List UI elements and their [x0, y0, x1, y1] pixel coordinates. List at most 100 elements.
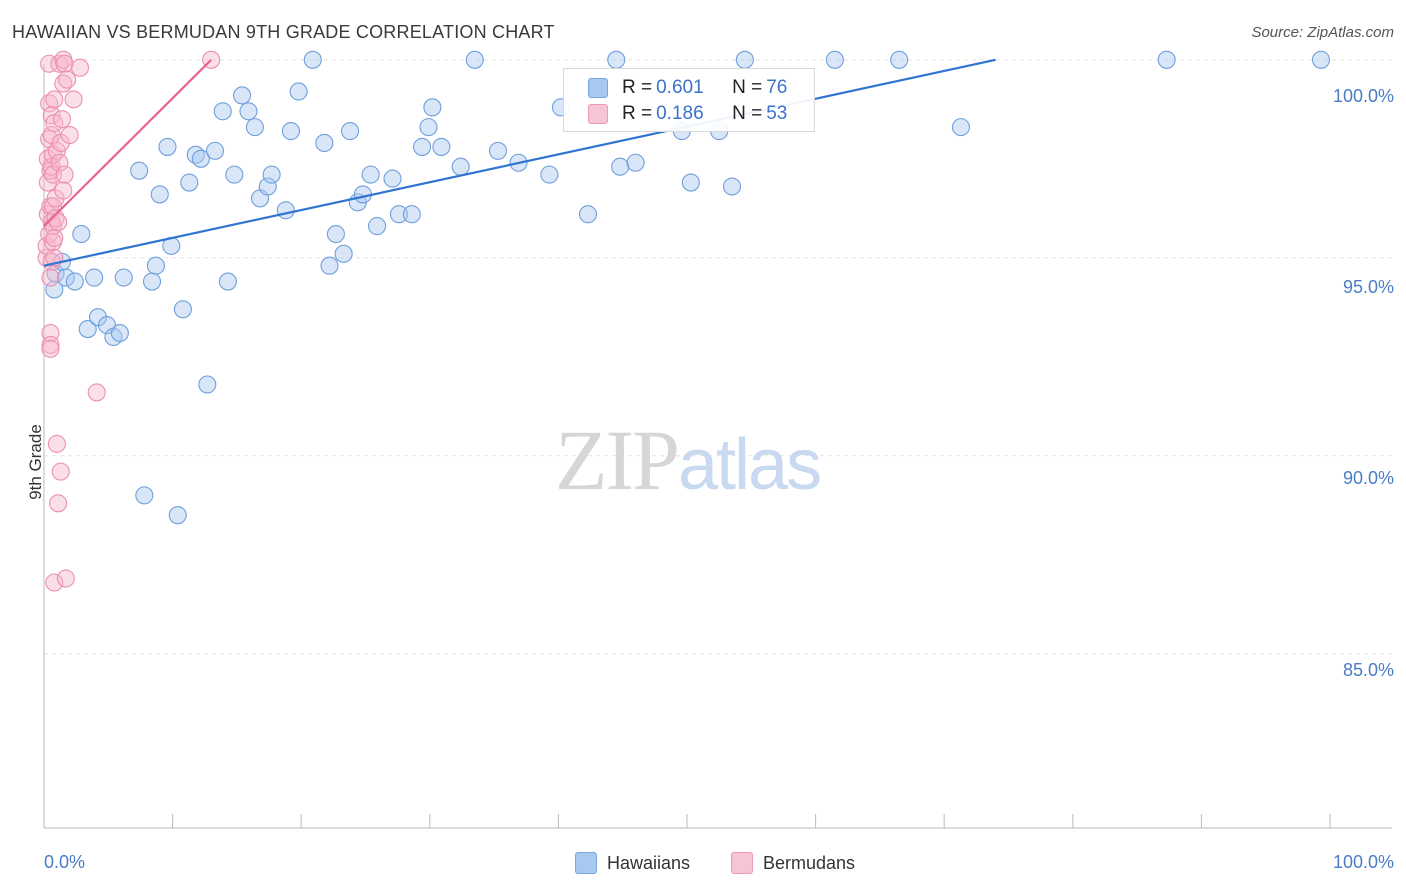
hawaiians-point — [173, 300, 192, 319]
hawaiians-point — [45, 280, 64, 299]
hawaiians-point — [413, 137, 432, 156]
hawaiians-point — [135, 486, 154, 505]
hawaiians-point — [320, 256, 339, 275]
source-label: Source: ZipAtlas.com — [1251, 24, 1394, 41]
bermudans-point — [45, 573, 64, 592]
bermudans-point — [51, 462, 70, 481]
hawaiians-point — [65, 272, 84, 291]
hawaiians-point — [1157, 50, 1176, 69]
chart-title: HAWAIIAN VS BERMUDAN 9TH GRADE CORRELATI… — [12, 22, 555, 42]
x-tick-label: 0.0% — [44, 852, 86, 872]
r-value: 0.186 — [656, 103, 704, 124]
y-tick-label: 90.0% — [1342, 468, 1394, 488]
bermudans-point — [87, 383, 106, 402]
hawaiians-trend-line — [43, 58, 996, 267]
hawaiians-point — [56, 268, 75, 287]
hawaiians-point — [389, 205, 408, 224]
bermudans-point — [52, 110, 72, 129]
hawaiians-point — [423, 98, 442, 117]
legend-row-hawaiians: R = 0.601 N = 76 — [588, 76, 787, 100]
bermudans-point — [70, 58, 90, 77]
trend-lines — [43, 58, 996, 267]
n-label: N = — [732, 103, 763, 124]
hawaiians-point — [114, 268, 133, 287]
bermudans-point — [41, 268, 60, 287]
bermudans-point — [49, 494, 68, 513]
hawaiians-point — [626, 153, 645, 172]
gridlines — [44, 59, 1392, 655]
hawaiians-point — [465, 50, 484, 69]
data-points — [37, 50, 1331, 592]
hawaiians-point — [225, 165, 244, 184]
hawaiians-point — [262, 165, 281, 184]
hawaiians-point — [72, 224, 91, 244]
hawaiians-point — [951, 118, 970, 137]
bermudans-point — [41, 335, 60, 354]
hawaiians-point — [110, 323, 129, 343]
hawaiians-point — [315, 133, 334, 153]
hawaiians-point — [1311, 50, 1331, 69]
legend-row-bermudans: R = 0.186 N = 53 — [588, 102, 787, 126]
bermudans-point — [41, 339, 60, 358]
hawaiians-point — [85, 268, 104, 287]
r-label: R = — [622, 103, 653, 124]
hawaiians-point — [402, 205, 421, 224]
n-value: 76 — [766, 77, 788, 98]
axes — [43, 64, 1392, 829]
hawaiians-point — [78, 320, 97, 339]
hawaiians-swatch — [588, 78, 608, 98]
legend-item-hawaiians[interactable]: Hawaiians — [575, 852, 690, 874]
hawaiians-point — [289, 82, 308, 101]
bermudans-point — [50, 153, 69, 172]
hawaiians-point — [258, 177, 277, 196]
hawaiians-point — [276, 201, 295, 220]
legend-label: Hawaiians — [607, 852, 691, 873]
bermudans-legend-swatch — [731, 852, 753, 874]
hawaiians-point — [191, 149, 210, 168]
bermudans-swatch — [588, 104, 608, 124]
bermudans-point — [47, 434, 66, 453]
r-value: 0.601 — [656, 77, 704, 98]
bermudans-point — [64, 90, 83, 109]
hawaiians-point — [245, 118, 264, 137]
bermudans-trend-line — [43, 59, 212, 227]
stats-legend: R = 0.601 N = 76 R = 0.186 N = 53 — [563, 68, 815, 132]
x-axis-ticks — [43, 814, 1331, 828]
hawaiians-point — [130, 161, 149, 180]
hawaiians-legend-swatch — [575, 852, 597, 874]
hawaiians-point — [142, 272, 162, 291]
watermark: ZIPatlas — [555, 412, 822, 508]
hawaiians-point — [341, 122, 360, 141]
hawaiians-point — [150, 185, 169, 204]
hawaiians-point — [488, 141, 508, 160]
hawaiians-point — [213, 102, 232, 121]
bermudans-point — [55, 54, 74, 73]
bermudans-point — [45, 228, 64, 248]
hawaiians-point — [611, 157, 630, 176]
hawaiians-point — [735, 50, 754, 69]
bermudans-point — [45, 90, 64, 109]
legend-item-bermudans[interactable]: Bermudans — [731, 852, 855, 874]
hawaiians-point — [383, 169, 402, 188]
hawaiians-point — [432, 137, 451, 156]
hawaiians-point — [232, 86, 252, 105]
y-tick-label: 85.0% — [1342, 660, 1394, 680]
hawaiians-point — [158, 137, 177, 156]
r-label: R = — [622, 77, 653, 98]
hawaiians-point — [451, 157, 470, 176]
hawaiians-point — [890, 50, 909, 69]
y-axis-label: 9th Grade — [25, 424, 45, 500]
bermudans-point — [40, 54, 59, 73]
hawaiians-point — [540, 165, 559, 184]
hawaiians-point — [146, 256, 165, 275]
hawaiians-point — [361, 165, 380, 184]
hawaiians-point — [419, 118, 438, 137]
n-label: N = — [732, 77, 763, 98]
bermudans-point — [54, 181, 73, 200]
hawaiians-point — [334, 244, 353, 263]
hawaiians-point — [239, 102, 258, 121]
hawaiians-point — [205, 141, 225, 160]
bermudans-point — [55, 165, 74, 184]
hawaiians-point — [326, 224, 345, 244]
